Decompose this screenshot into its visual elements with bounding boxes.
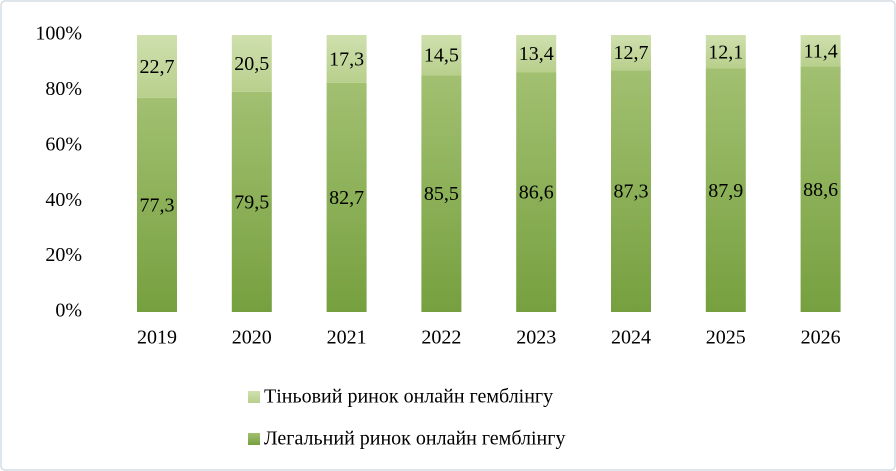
bar-segment	[705, 68, 746, 312]
y-tick-label: 60%	[45, 133, 82, 155]
data-label: 13,4	[519, 43, 554, 65]
data-label: 22,7	[140, 56, 175, 78]
bar-segment	[231, 35, 272, 92]
bar-segment	[231, 91, 272, 312]
x-tick-label: 2025	[706, 327, 746, 349]
x-tick-label: 2020	[232, 327, 272, 349]
legend-swatch	[248, 391, 260, 403]
bar-segment	[800, 66, 841, 312]
x-tick-label: 2022	[421, 327, 461, 349]
y-tick-label: 80%	[45, 78, 82, 100]
bar-segment	[611, 35, 651, 71]
data-label: 14,5	[424, 45, 459, 67]
bar-segment	[326, 82, 367, 313]
x-tick-label: 2021	[327, 327, 367, 349]
data-label: 12,1	[708, 41, 743, 63]
bar-segment	[137, 97, 177, 312]
bar-segment	[800, 35, 841, 67]
bar-segment	[326, 35, 367, 83]
data-label: 77,3	[140, 195, 175, 217]
bar-segment	[137, 35, 177, 98]
y-tick-label: 40%	[45, 189, 82, 211]
x-tick-label: 2026	[801, 327, 841, 349]
data-label: 82,7	[329, 187, 364, 209]
data-label: 79,5	[234, 191, 269, 213]
y-tick-label: 20%	[45, 244, 82, 266]
y-tick-label: 0%	[55, 300, 82, 322]
bar-segment	[421, 35, 462, 76]
bar-segment	[516, 72, 557, 312]
x-tick-label: 2023	[516, 327, 556, 349]
data-label: 86,6	[519, 182, 554, 204]
data-label: 11,4	[803, 40, 837, 62]
legend-swatch	[248, 433, 260, 445]
data-label: 88,6	[803, 179, 838, 201]
bar-segment	[516, 35, 557, 73]
data-label: 12,7	[614, 42, 649, 64]
y-tick-label: 100%	[35, 23, 82, 45]
bar-segment	[611, 70, 651, 312]
data-label: 87,9	[708, 180, 743, 202]
data-label: 85,5	[424, 183, 459, 205]
x-tick-label: 2024	[611, 327, 651, 349]
x-tick-label: 2019	[137, 327, 177, 349]
data-label: 20,5	[234, 53, 269, 75]
legend-label: Тіньовий ринок онлайн гемблінгу	[264, 386, 553, 408]
bar-segment	[705, 35, 746, 69]
data-label: 17,3	[329, 49, 364, 71]
legend-label: Легальний ринок онлайн гемблінгу	[264, 428, 565, 450]
bar-segment	[421, 75, 462, 312]
data-label: 87,3	[614, 181, 649, 203]
